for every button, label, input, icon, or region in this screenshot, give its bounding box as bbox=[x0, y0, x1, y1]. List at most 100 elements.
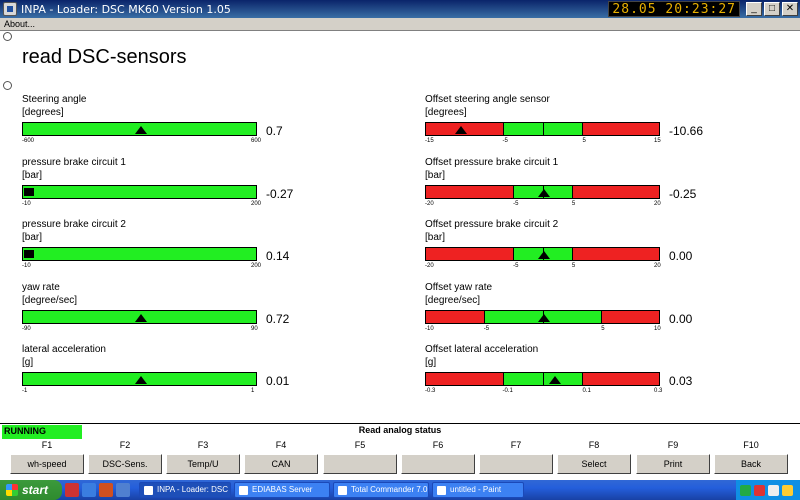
menu-about[interactable]: About... bbox=[4, 19, 36, 29]
gauge-zone-2 bbox=[542, 123, 583, 135]
gauge-zone-0 bbox=[426, 310, 485, 323]
gauge-divider-2 bbox=[582, 123, 584, 135]
sensor-left-1: pressure brake circuit 1 [bar] -10 200 -0.27 bbox=[22, 157, 322, 213]
sensor-value: 0.03 bbox=[669, 374, 693, 388]
quicklaunch-firefox-icon[interactable] bbox=[99, 483, 113, 497]
gauge-tick-label: 5 bbox=[571, 263, 576, 269]
gauge-tick-label: -0.1 bbox=[502, 388, 513, 394]
task-app-icon bbox=[239, 485, 248, 495]
task-app-icon bbox=[437, 485, 446, 495]
gauge-pointer-icon bbox=[134, 376, 147, 384]
gauge-tick-label: 0.1 bbox=[582, 388, 591, 394]
sensor-right-3: Offset yaw rate [degree/sec] -10 -5 5 10 0.00 bbox=[425, 282, 725, 338]
gauge-tick-label: -10 bbox=[425, 325, 434, 332]
fkey-f1-button[interactable]: wh-speed bbox=[10, 454, 84, 474]
gauge-tick-label: -20 bbox=[425, 200, 434, 207]
gauge-divider-0 bbox=[502, 123, 504, 135]
fkey-name: F1 bbox=[41, 440, 53, 450]
sensor-label: lateral acceleration bbox=[22, 344, 106, 355]
menu-bar: About... bbox=[0, 18, 800, 31]
fkey-f3-button[interactable]: Temp/U bbox=[166, 454, 240, 474]
quicklaunch-ie-icon[interactable] bbox=[82, 483, 96, 497]
gauge-divider-1 bbox=[542, 373, 544, 385]
taskbar-task-3[interactable]: untitled - Paint bbox=[432, 482, 524, 498]
close-button[interactable]: ✕ bbox=[782, 2, 798, 16]
tray-security-icon[interactable] bbox=[754, 484, 765, 496]
quicklaunch-app-icon[interactable] bbox=[65, 483, 79, 497]
taskbar-task-1[interactable]: EDIABAS Server bbox=[234, 482, 330, 498]
fkey-f5: F5 bbox=[323, 439, 397, 474]
maximize-button[interactable]: □ bbox=[764, 2, 780, 16]
gauge-tick-label: 1 bbox=[251, 388, 255, 394]
sensor-label: Offset pressure brake circuit 2 bbox=[425, 219, 559, 230]
fkey-f6-button[interactable] bbox=[401, 454, 475, 474]
gauge-zone-0 bbox=[426, 185, 514, 198]
sensor-gauge-bar bbox=[425, 184, 660, 199]
sensor-unit: [bar] bbox=[22, 169, 43, 181]
fkey-f2-button[interactable]: DSC-Sens. bbox=[88, 454, 162, 474]
sensor-label: Offset lateral acceleration bbox=[425, 344, 539, 355]
fkey-f4: F4 CAN bbox=[244, 439, 318, 474]
radio-button-2[interactable] bbox=[3, 81, 12, 90]
fkey-f3: F3 Temp/U bbox=[166, 439, 240, 474]
sensor-label: pressure brake circuit 1 bbox=[22, 156, 126, 168]
sensor-label: yaw rate bbox=[22, 281, 60, 293]
task-app-icon bbox=[338, 485, 347, 495]
gauge-divider-2 bbox=[571, 248, 573, 260]
gauge-zone-1 bbox=[513, 248, 543, 260]
fkey-f6: F6 bbox=[401, 439, 475, 474]
start-label: start bbox=[22, 483, 49, 497]
fkey-name: F10 bbox=[743, 440, 759, 450]
task-label: EDIABAS Server bbox=[252, 485, 313, 494]
start-button[interactable]: start bbox=[0, 480, 62, 500]
sensor-label: Steering angle bbox=[22, 94, 87, 105]
fkey-f9-button[interactable]: Print bbox=[636, 454, 710, 474]
fkey-f4-button[interactable]: CAN bbox=[244, 454, 318, 474]
radio-button-1[interactable] bbox=[3, 32, 12, 41]
sensor-gauge-bar bbox=[22, 247, 257, 261]
gauge-tick-label: -5 bbox=[513, 263, 519, 269]
gauge-tick-label: 10 bbox=[654, 325, 661, 332]
gauge-pointer-icon bbox=[134, 313, 147, 322]
fkey-f8-button[interactable]: Select bbox=[557, 454, 631, 474]
sensor-gauge-bar bbox=[425, 122, 660, 136]
quicklaunch-desktop-icon[interactable] bbox=[116, 483, 130, 497]
fkey-name: F9 bbox=[667, 440, 679, 450]
sensor-unit: [g] bbox=[22, 357, 34, 368]
tray-app-icon[interactable] bbox=[782, 484, 793, 496]
sensor-gauge-bar bbox=[425, 309, 660, 324]
minimize-button[interactable]: _ bbox=[746, 2, 762, 16]
sensor-gauge-bar bbox=[22, 309, 257, 324]
gauge-zone-2 bbox=[542, 310, 601, 323]
gauge-pointer-icon bbox=[537, 188, 550, 197]
sensor-right-2: Offset pressure brake circuit 2 [bar] -20 -… bbox=[425, 219, 725, 275]
fkey-name: F8 bbox=[588, 440, 600, 450]
sensor-value: 0.72 bbox=[266, 311, 290, 326]
taskbar-task-0[interactable]: INPA - Loader: DSC ... bbox=[139, 482, 231, 498]
gauge-tick-label: 90 bbox=[251, 325, 258, 332]
running-indicator: RUNNING bbox=[2, 425, 82, 439]
gauge-level-block bbox=[24, 187, 34, 196]
sensor-value: 0.01 bbox=[266, 374, 290, 388]
gauge-pointer-icon bbox=[134, 126, 147, 134]
fkey-f10-button[interactable]: Back bbox=[714, 454, 788, 474]
fkey-f7-button[interactable] bbox=[479, 454, 553, 474]
tray-volume-icon[interactable] bbox=[768, 484, 779, 496]
sensor-unit: [g] bbox=[425, 357, 437, 368]
gauge-divider-0 bbox=[484, 310, 486, 323]
sensor-gauge-bar bbox=[22, 122, 257, 136]
gauge-level-block bbox=[24, 250, 34, 258]
fkey-f5-button[interactable] bbox=[323, 454, 397, 474]
task-label: INPA - Loader: DSC ... bbox=[157, 485, 231, 494]
gauge-zone-3 bbox=[600, 310, 659, 323]
fkey-name: F2 bbox=[119, 440, 131, 450]
gauge-divider-1 bbox=[542, 123, 544, 135]
tray-network-icon[interactable] bbox=[740, 484, 751, 496]
gauge-zone-3 bbox=[571, 185, 659, 198]
sensor-unit: [bar] bbox=[425, 169, 446, 181]
sensor-right-1: Offset pressure brake circuit 1 [bar] -20 -… bbox=[425, 157, 725, 213]
taskbar-task-2[interactable]: Total Commander 7.0... bbox=[333, 482, 429, 498]
fkey-f2: F2 DSC-Sens. bbox=[88, 439, 162, 474]
gauge-divider-0 bbox=[502, 373, 504, 385]
status-row: RUNNING Read analog status bbox=[0, 423, 800, 439]
